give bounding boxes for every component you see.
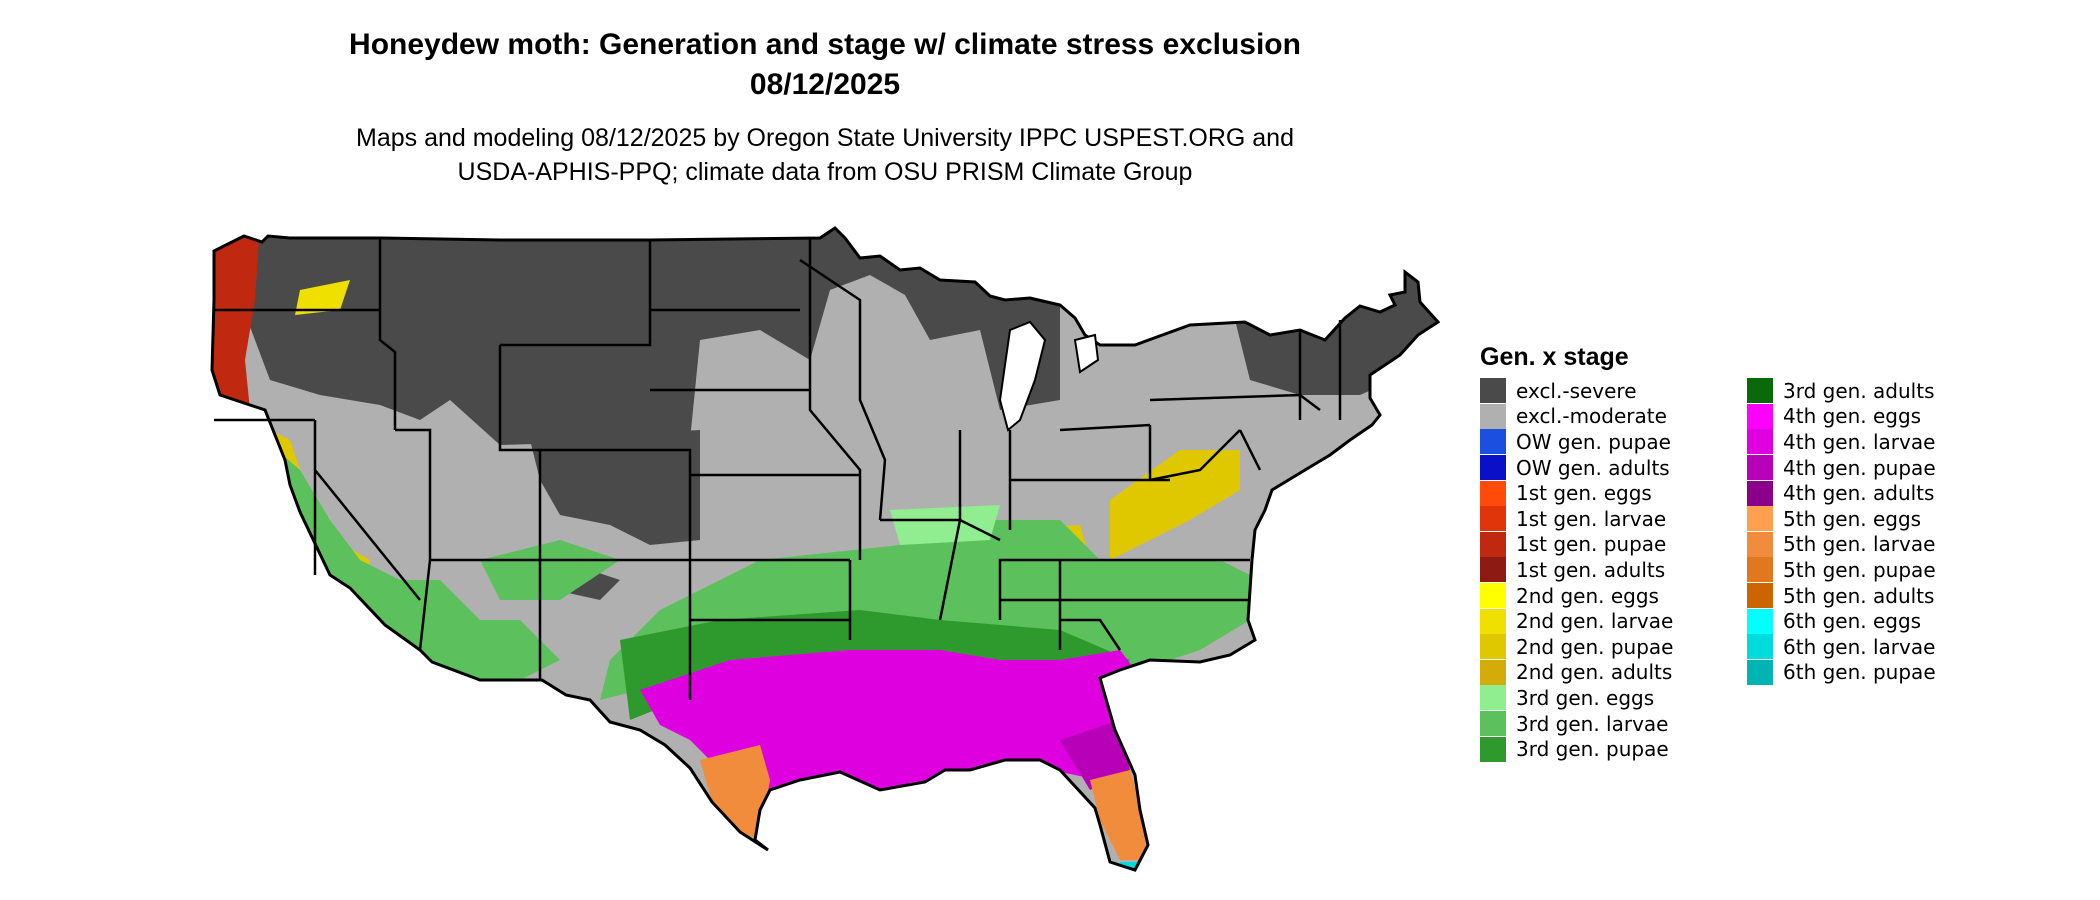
legend-label: OW gen. pupae (1516, 429, 1671, 454)
legend-swatch (1480, 557, 1506, 583)
legend-label: 4th gen. eggs (1783, 404, 1922, 429)
legend-item: 2nd gen. eggs (1480, 583, 1735, 609)
legend-swatch (1747, 429, 1773, 455)
legend-item: 2nd gen. larvae (1480, 608, 1735, 634)
legend-swatch (1480, 455, 1506, 481)
legend-label: 5th gen. pupae (1783, 557, 1936, 582)
us-outline (210, 226, 1440, 872)
legend-label: 3rd gen. pupae (1516, 737, 1669, 762)
legend-label: 2nd gen. adults (1516, 660, 1673, 685)
legend-swatch (1480, 583, 1506, 609)
legend-swatch (1480, 736, 1506, 762)
state-borders (214, 238, 1342, 700)
legend-swatch (1747, 659, 1773, 685)
legend-item: 4th gen. adults (1747, 480, 2002, 506)
legend-item: 4th gen. eggs (1747, 403, 2002, 430)
map-title: Honeydew moth: Generation and stage w/ c… (349, 28, 1301, 61)
legend-item: 1st gen. eggs (1480, 480, 1735, 506)
legend-swatch (1480, 506, 1506, 532)
legend-item: 1st gen. larvae (1480, 506, 1735, 532)
legend-item: 1st gen. adults (1480, 557, 1735, 583)
legend-swatch (1747, 455, 1773, 481)
legend-label: 3rd gen. eggs (1516, 685, 1655, 710)
legend-item: 5th gen. pupae (1747, 557, 2002, 583)
legend-swatch (1747, 583, 1773, 609)
legend-item: 3rd gen. larvae (1480, 711, 1735, 737)
legend-item: 3rd gen. eggs (1480, 685, 1735, 711)
legend-label: 3rd gen. larvae (1516, 711, 1669, 736)
legend-label: 1st gen. adults (1516, 557, 1666, 582)
legend-item: 2nd gen. pupae (1480, 634, 1735, 660)
legend-swatch (1747, 531, 1773, 557)
legend-swatch (1480, 711, 1506, 737)
legend-swatch (1747, 480, 1773, 506)
legend-label: 2nd gen. pupae (1516, 634, 1674, 659)
legend-item: 5th gen. eggs (1747, 506, 2002, 532)
legend-swatch (1480, 480, 1506, 506)
legend-swatch (1480, 608, 1506, 634)
legend-label: 2nd gen. larvae (1516, 609, 1674, 634)
legend-label: 5th gen. eggs (1783, 506, 1922, 531)
legend-swatch (1480, 685, 1506, 711)
legend-label: 4th gen. adults (1783, 481, 1935, 506)
legend-swatch (1480, 659, 1506, 685)
legend-item: OW gen. adults (1480, 455, 1735, 481)
legend-swatch (1747, 608, 1773, 634)
legend-swatch (1747, 403, 1773, 429)
legend-item: 5th gen. adults (1747, 583, 2002, 609)
legend-item: 4th gen. pupae (1747, 455, 2002, 481)
legend-label: 1st gen. eggs (1516, 481, 1652, 506)
legend-label: 1st gen. pupae (1516, 532, 1667, 557)
map-date: 08/12/2025 (749, 68, 901, 101)
legend-swatch (1480, 531, 1506, 557)
legend-item: 5th gen. larvae (1747, 531, 2002, 558)
map-legend: Gen. x stage excl.-severe excl.-moderate O… (1480, 340, 2080, 762)
legend-swatch (1747, 634, 1773, 660)
legend-swatch (1747, 557, 1773, 583)
legend-item: 6th gen. eggs (1747, 608, 2002, 634)
legend-label: 5th gen. adults (1783, 583, 1935, 608)
legend-label: 2nd gen. eggs (1516, 583, 1659, 608)
legend-label: 6th gen. eggs (1783, 609, 1922, 634)
legend-label: 6th gen. larvae (1783, 634, 1936, 659)
credits-line-1: Maps and modeling 08/12/2025 by Oregon S… (356, 124, 1294, 152)
credits-line-2: USDA-APHIS-PPQ; climate data from OSU PR… (457, 158, 1193, 186)
legend-item: excl.-moderate (1480, 403, 1735, 430)
great-lakes (998, 320, 1100, 432)
legend-item: 3rd gen. pupae (1480, 736, 1735, 762)
legend-title: Gen. x stage (1480, 343, 1629, 371)
legend-item: 4th gen. larvae (1747, 429, 2002, 455)
legend-item: 6th gen. larvae (1747, 634, 2002, 660)
legend-item: 3rd gen. adults (1747, 378, 2002, 404)
legend-swatch (1480, 429, 1506, 455)
legend-swatch (1480, 403, 1506, 429)
legend-column-1: excl.-severe excl.-moderate OW gen. pupae O… (1480, 378, 1735, 762)
legend-item: 6th gen. pupae (1747, 659, 2002, 686)
legend-label: excl.-moderate (1516, 404, 1667, 429)
legend-item: 1st gen. pupae (1480, 531, 1735, 558)
legend-label: 5th gen. larvae (1783, 532, 1936, 557)
legend-label: 4th gen. pupae (1783, 455, 1936, 480)
legend-swatch (1480, 634, 1506, 660)
legend-label: OW gen. adults (1516, 455, 1670, 480)
legend-item: 2nd gen. adults (1480, 659, 1735, 686)
legend-label: 3rd gen. adults (1783, 378, 1935, 403)
legend-column-2: 3rd gen. adults 4th gen. eggs 4th gen. lar… (1747, 378, 2002, 762)
legend-swatch (1747, 378, 1773, 404)
legend-swatch (1480, 378, 1506, 404)
legend-label: 1st gen. larvae (1516, 506, 1667, 531)
legend-label: excl.-severe (1516, 378, 1637, 403)
legend-item: excl.-severe (1480, 378, 1735, 404)
us-phenology-map (210, 226, 1440, 872)
legend-label: 4th gen. larvae (1783, 429, 1936, 454)
legend-swatch (1747, 506, 1773, 532)
legend-label: 6th gen. pupae (1783, 660, 1936, 685)
legend-item: OW gen. pupae (1480, 429, 1735, 455)
